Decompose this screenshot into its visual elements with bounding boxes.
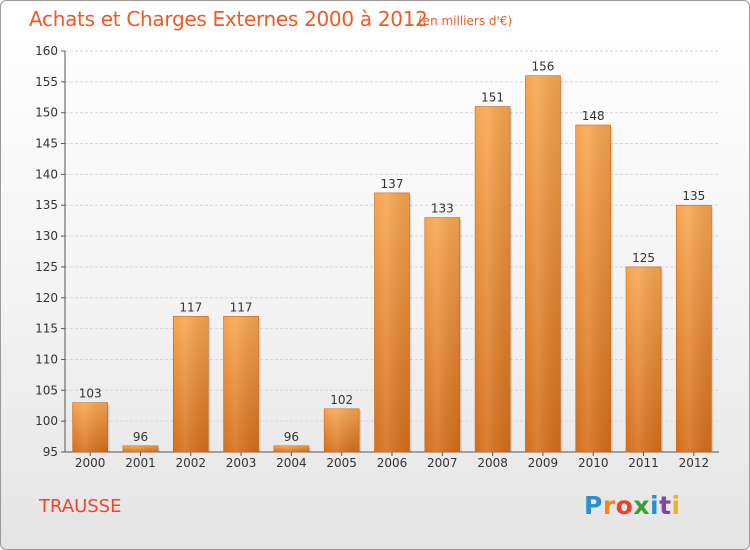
y-tick-label: 95 bbox=[43, 445, 58, 459]
bar-highlight bbox=[374, 192, 410, 452]
y-tick-label: 115 bbox=[35, 322, 58, 336]
data-label: 96 bbox=[133, 430, 148, 444]
x-tick-label: 2007 bbox=[427, 456, 458, 470]
data-label: 137 bbox=[381, 177, 404, 191]
proxiti-logo: Proxiti bbox=[584, 491, 681, 520]
x-tick-label: 2009 bbox=[528, 456, 559, 470]
x-tick-label: 2006 bbox=[377, 456, 408, 470]
bar-highlight bbox=[424, 217, 460, 452]
x-tick-label: 2003 bbox=[226, 456, 257, 470]
logo-letter: i bbox=[650, 491, 660, 520]
y-tick-label: 110 bbox=[35, 352, 58, 366]
logo-letter: i bbox=[671, 491, 681, 520]
logo-letter: P bbox=[584, 491, 603, 520]
y-tick-label: 130 bbox=[35, 229, 58, 243]
data-label: 135 bbox=[682, 189, 705, 203]
y-tick-label: 160 bbox=[35, 44, 58, 58]
bar-highlight bbox=[525, 75, 561, 452]
x-tick-label: 2002 bbox=[175, 456, 206, 470]
bar-highlight bbox=[575, 125, 611, 453]
logo-letter: x bbox=[633, 491, 650, 520]
bar-highlight bbox=[72, 402, 108, 452]
x-tick-label: 2010 bbox=[578, 456, 609, 470]
x-tick-label: 2011 bbox=[628, 456, 659, 470]
bar-highlight bbox=[223, 316, 259, 452]
y-tick-label: 155 bbox=[35, 75, 58, 89]
data-label: 125 bbox=[632, 251, 655, 265]
bar-highlight bbox=[626, 266, 662, 452]
data-label: 148 bbox=[582, 109, 605, 123]
data-label: 103 bbox=[79, 387, 102, 401]
data-label: 156 bbox=[531, 60, 554, 74]
x-tick-label: 2008 bbox=[477, 456, 508, 470]
y-tick-label: 120 bbox=[35, 291, 58, 305]
y-tick-label: 135 bbox=[35, 198, 58, 212]
bar-highlight bbox=[273, 445, 309, 452]
data-label: 96 bbox=[284, 430, 299, 444]
y-tick-label: 150 bbox=[35, 106, 58, 120]
location-label: TRAUSSE bbox=[39, 496, 122, 517]
x-tick-label: 2005 bbox=[326, 456, 357, 470]
y-tick-label: 100 bbox=[35, 414, 58, 428]
data-label: 151 bbox=[481, 91, 504, 105]
y-tick-label: 125 bbox=[35, 260, 58, 274]
bars bbox=[72, 75, 714, 453]
data-labels: 103 96 117 117 96 102 137 133 151 156 148 125 135 bbox=[79, 60, 706, 444]
logo-letter: o bbox=[615, 491, 634, 520]
data-label: 117 bbox=[230, 300, 253, 314]
y-tick-label: 105 bbox=[35, 383, 58, 397]
data-label: 102 bbox=[330, 393, 353, 407]
chart-subtitle: (en milliers d'€) bbox=[418, 14, 513, 28]
y-tick-label: 145 bbox=[35, 137, 58, 151]
data-label: 117 bbox=[179, 300, 202, 314]
bar-highlight bbox=[173, 316, 209, 452]
bar-highlight bbox=[475, 106, 511, 453]
y-tick-label: 140 bbox=[35, 167, 58, 181]
x-tick-label: 2001 bbox=[125, 456, 156, 470]
data-label: 133 bbox=[431, 202, 454, 216]
axes: 95 100 105 110 115 120 125 130 135 140 145 150 155 16… bbox=[35, 44, 719, 470]
bar-highlight bbox=[122, 445, 158, 452]
logo-letter: t bbox=[659, 491, 672, 520]
bar-highlight bbox=[324, 408, 360, 452]
bar-highlight bbox=[676, 205, 712, 452]
logo-letter: r bbox=[602, 491, 616, 520]
x-tick-label: 2012 bbox=[679, 456, 710, 470]
x-tick-label: 2004 bbox=[276, 456, 307, 470]
x-tick-label: 2000 bbox=[75, 456, 106, 470]
chart-title: Achats et Charges Externes 2000 à 2012 bbox=[29, 7, 428, 31]
